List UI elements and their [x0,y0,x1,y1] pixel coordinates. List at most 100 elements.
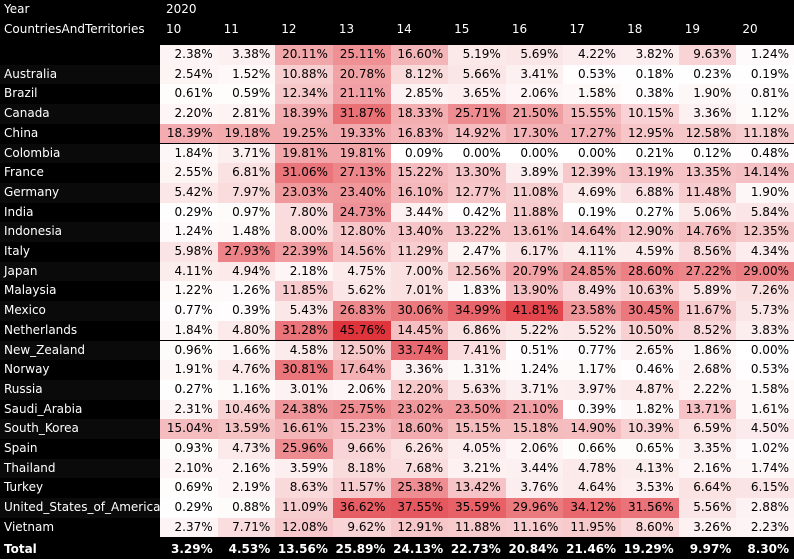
matrix-cell[interactable]: 0.39% [217,301,276,321]
matrix-cell[interactable]: 4.80% [217,320,276,341]
matrix-cell[interactable]: 4.94% [217,261,276,282]
matrix-cell[interactable]: 8.12% [390,64,449,85]
matrix-cell[interactable]: 20.79% [505,261,564,282]
matrix-cell[interactable]: 15.18% [505,419,564,439]
matrix-cell[interactable]: 2.10% [160,458,218,479]
matrix-cell[interactable]: 30.06% [390,301,449,321]
matrix-cell[interactable]: 3.71% [505,379,564,400]
matrix-cell[interactable]: 10.46% [217,399,276,420]
matrix-cell[interactable]: 14.76% [678,222,737,242]
matrix-cell[interactable]: 1.90% [678,84,737,105]
matrix-cell[interactable]: 0.38% [621,84,679,105]
matrix-cell[interactable]: 11.16% [505,517,564,538]
matrix-cell[interactable]: 4.73% [217,439,276,459]
matrix-cell[interactable]: 3.44% [390,202,449,223]
total-cell[interactable]: 4.53% [228,541,271,556]
matrix-cell[interactable]: 0.97% [217,202,276,223]
matrix-cell[interactable]: 2.16% [678,458,737,479]
matrix-cell[interactable]: 12.80% [332,222,391,242]
matrix-cell[interactable]: 5.73% [736,301,794,321]
matrix-cell[interactable]: 5.63% [448,379,506,400]
matrix-cell[interactable]: 5.89% [678,281,737,302]
matrix-cell[interactable]: 35.59% [448,498,506,518]
matrix-cell[interactable]: 0.19% [736,64,794,85]
matrix-cell[interactable]: 9.66% [332,439,391,459]
matrix-cell[interactable]: 10.63% [621,281,679,302]
matrix-cell[interactable]: 29.96% [505,498,564,518]
matrix-cell[interactable]: 2.06% [505,439,564,459]
matrix-cell[interactable]: 18.39% [160,123,218,144]
matrix-cell[interactable]: 18.39% [275,104,333,124]
matrix-cell[interactable]: 16.60% [390,45,449,65]
matrix-cell[interactable]: 23.40% [332,182,391,203]
matrix-cell[interactable]: 17.27% [563,123,622,144]
matrix-cell[interactable]: 3.76% [505,478,564,499]
total-cell[interactable]: 25.89% [335,541,386,556]
matrix-cell[interactable]: 1.24% [160,222,218,242]
column-header[interactable]: 18 [627,19,679,40]
row-label[interactable]: Thailand [0,458,160,479]
matrix-cell[interactable]: 1.02% [736,439,794,459]
column-header[interactable]: 19 [684,19,737,40]
matrix-cell[interactable]: 18.60% [390,419,449,439]
matrix-cell[interactable]: 4.58% [275,340,333,361]
matrix-cell[interactable]: 3.38% [217,45,276,65]
matrix-cell[interactable]: 0.53% [736,360,794,380]
matrix-cell[interactable]: 20.78% [332,64,391,85]
total-cell[interactable]: 13.56% [277,541,328,556]
matrix-cell[interactable]: 8.18% [332,458,391,479]
matrix-cell[interactable]: 7.01% [390,281,449,302]
matrix-cell[interactable]: 3.36% [390,360,449,380]
matrix-cell[interactable]: 25.11% [332,45,391,65]
matrix-cell[interactable]: 4.05% [448,439,506,459]
row-label[interactable]: Russia [0,379,160,400]
row-label[interactable]: Malaysia [0,281,160,302]
matrix-cell[interactable]: 24.85% [563,261,622,282]
matrix-cell[interactable]: 31.06% [275,163,333,183]
matrix-cell[interactable]: 11.18% [736,123,794,144]
matrix-cell[interactable]: 28.60% [621,261,679,282]
row-label[interactable]: Canada [0,104,160,124]
matrix-cell[interactable]: 10.88% [275,64,333,85]
matrix-cell[interactable]: 7.97% [217,182,276,203]
matrix-cell[interactable]: 7.71% [217,517,276,538]
matrix-cell[interactable]: 8.49% [563,281,622,302]
matrix-cell[interactable]: 0.61% [160,84,218,105]
matrix-cell[interactable]: 5.19% [448,45,506,65]
matrix-cell[interactable]: 34.99% [448,301,506,321]
matrix-cell[interactable]: 12.77% [448,182,506,203]
matrix-cell[interactable]: 2.19% [217,478,276,499]
matrix-cell[interactable]: 11.67% [678,301,737,321]
matrix-cell[interactable]: 2.81% [217,104,276,124]
matrix-cell[interactable]: 37.55% [390,498,449,518]
matrix-cell[interactable]: 11.88% [505,202,564,223]
matrix-cell[interactable]: 0.29% [160,202,218,223]
matrix-cell[interactable]: 30.45% [621,301,679,321]
matrix-cell[interactable]: 5.84% [736,202,794,223]
matrix-cell[interactable]: 3.01% [275,379,333,400]
row-label[interactable]: Turkey [0,478,160,499]
matrix-cell[interactable]: 12.20% [390,379,449,400]
matrix-cell[interactable]: 1.22% [160,281,218,302]
matrix-cell[interactable]: 5.56% [678,498,737,518]
matrix-cell[interactable]: 12.90% [621,222,679,242]
matrix-cell[interactable]: 14.92% [448,123,506,144]
matrix-cell[interactable]: 3.83% [736,320,794,341]
matrix-cell[interactable]: 4.64% [563,478,622,499]
matrix-cell[interactable]: 0.81% [736,84,794,105]
matrix-cell[interactable]: 1.26% [217,281,276,302]
matrix-cell[interactable]: 11.57% [332,478,391,499]
total-cell[interactable]: 21.46% [566,541,617,556]
matrix-cell[interactable]: 14.45% [390,320,449,341]
matrix-cell[interactable]: 2.38% [160,45,218,65]
matrix-cell[interactable]: 0.66% [563,439,622,459]
matrix-cell[interactable]: 19.25% [275,123,333,144]
row-label[interactable]: China [0,123,160,144]
matrix-cell[interactable]: 4.78% [563,458,622,479]
matrix-cell[interactable]: 8.60% [621,517,679,538]
matrix-cell[interactable]: 1.17% [563,360,622,380]
matrix-cell[interactable]: 33.74% [390,340,449,361]
matrix-cell[interactable]: 7.26% [736,281,794,302]
matrix-cell[interactable]: 15.23% [332,419,391,439]
matrix-cell[interactable]: 7.41% [448,340,506,361]
